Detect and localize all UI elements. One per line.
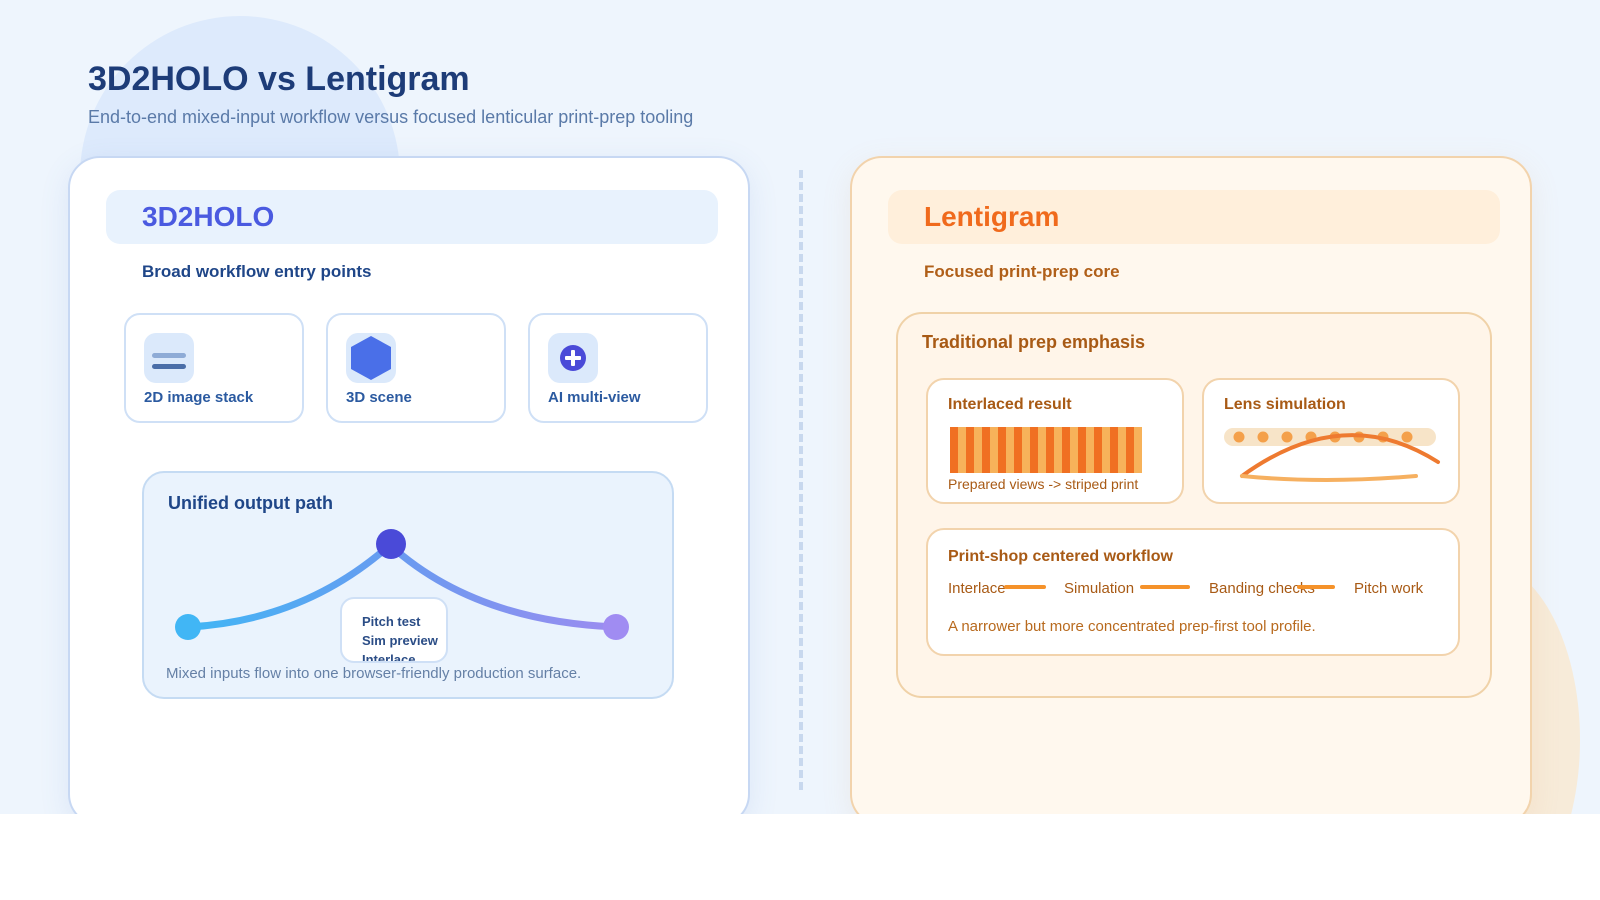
stripe [1046,427,1054,473]
stripe [1110,427,1118,473]
stripe [1102,427,1110,473]
page-subtitle: End-to-end mixed-input workflow versus f… [88,107,694,127]
stripe [1094,427,1102,473]
step-item: Sim preview [362,633,438,648]
stripe [1070,427,1078,473]
stripe [1006,427,1014,473]
stripe [950,427,958,473]
entry-label: AI multi-view [548,389,641,406]
card-caption: Prepared views -> striped print [948,476,1139,492]
unified-output-path: Unified output path Pitch test Sim previ… [142,471,674,699]
card-title: Lens simulation [1224,396,1346,413]
stripe [974,427,982,473]
stripe [1086,427,1094,473]
workflow-note: A narrower but more concentrated prep-fi… [948,618,1316,635]
output-title: Unified output path [168,493,333,513]
stripe [1078,427,1086,473]
flow-curve [175,529,629,640]
step-item: Interlace [362,652,416,663]
workflow-step: Interlace [948,580,1006,597]
stripe [1062,427,1070,473]
flow-start-node [175,614,201,640]
workflow-arrow [1004,585,1046,589]
stripe [998,427,1006,473]
entry-label: 2D image stack [144,389,254,406]
lens-simulation-graphic [1224,428,1440,482]
workflow-arrow [1140,585,1190,589]
output-steps: Pitch test Sim preview Interlace [340,597,448,663]
striped-print-graphic [950,427,1142,473]
stripe [1030,427,1038,473]
stripe [1126,427,1134,473]
stripe [1118,427,1126,473]
card-title: Interlaced result [948,396,1072,413]
print-shop-workflow-card: Print-shop centered workflow Interlace S… [926,528,1460,656]
prep-title: Traditional prep emphasis [922,332,1146,352]
page-title: 3D2HOLO vs Lentigram [88,60,470,98]
workflow-step: Banding checks [1209,580,1315,597]
stripe [1038,427,1046,473]
entry-label: 3D scene [346,389,412,406]
flow-hub-node [376,529,406,559]
stripe [982,427,990,473]
interlaced-result-card: Interlaced result Prepared views -> stri… [926,378,1184,504]
entry-card-2d-image-stack: 2D image stack [124,313,304,423]
hexagon-scene-icon [346,333,396,383]
step-item: Pitch test [362,614,421,629]
traditional-prep-box: Traditional prep emphasis Interlaced res… [896,312,1492,698]
stripe [1134,427,1142,473]
panel-lentigram: Lentigram Focused print-prep core Tradit… [850,156,1532,814]
flow-end-node [603,614,629,640]
entry-card-ai-multi-view: AI multi-view [528,313,708,423]
divider [799,170,803,790]
stripe [1014,427,1022,473]
stripe [966,427,974,473]
stripe [990,427,998,473]
lens-simulation-card: Lens simulation [1202,378,1460,504]
plus-circle-icon [548,333,598,383]
panel-3d2holo: 3D2HOLO Broad workflow entry points 2D i… [68,156,750,814]
entry-card-3d-scene: 3D scene [326,313,506,423]
panel-header: Lentigram [888,190,1500,244]
card-title: Print-shop centered workflow [948,548,1173,565]
panel-header: 3D2HOLO [106,190,718,244]
image-stack-icon [144,333,194,383]
panel-caption: Focused print-prep core [924,262,1120,281]
stripe [1054,427,1062,473]
stripe [958,427,966,473]
workflow-arrow [1297,585,1335,589]
panel-caption: Broad workflow entry points [142,262,372,281]
workflow-step: Simulation [1064,580,1135,597]
slide: 3D2HOLO vs Lentigram End-to-end mixed-in… [0,0,1600,814]
workflow-step: Pitch work [1354,580,1424,597]
stripe [1022,427,1030,473]
output-note: Mixed inputs flow into one browser-frien… [166,665,582,682]
